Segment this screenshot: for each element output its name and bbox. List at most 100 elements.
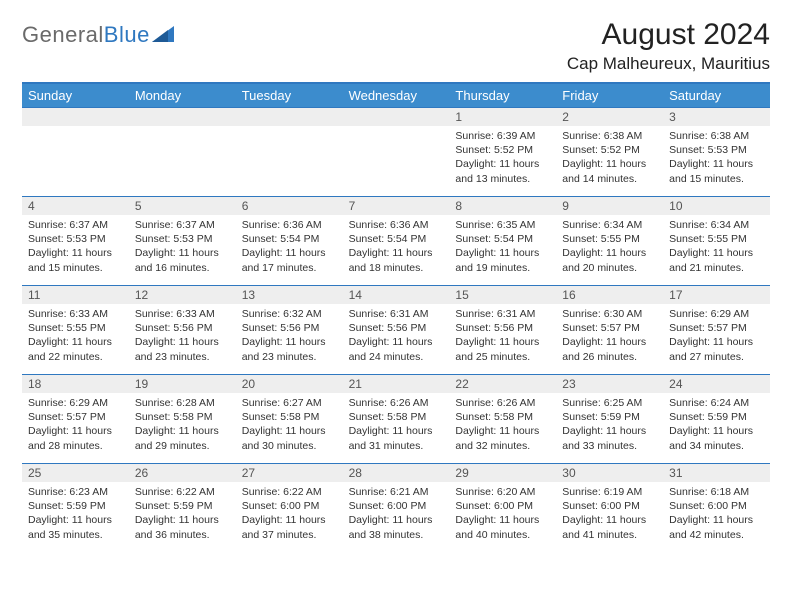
dow-friday: Friday	[556, 84, 663, 107]
sunset-line: Sunset: 5:59 PM	[562, 410, 657, 424]
sunrise-line: Sunrise: 6:19 AM	[562, 485, 657, 499]
sunset-line: Sunset: 5:58 PM	[242, 410, 337, 424]
daylight-line2: and 20 minutes.	[562, 261, 657, 275]
daylight-line2: and 22 minutes.	[28, 350, 123, 364]
daylight-line2: and 30 minutes.	[242, 439, 337, 453]
day-details: Sunrise: 6:22 AMSunset: 6:00 PMDaylight:…	[236, 482, 343, 546]
daylight-line2: and 23 minutes.	[242, 350, 337, 364]
daylight-line1: Daylight: 11 hours	[455, 424, 550, 438]
day-details	[343, 126, 450, 186]
daylight-line2: and 36 minutes.	[135, 528, 230, 542]
dow-tuesday: Tuesday	[236, 84, 343, 107]
day-number: 12	[129, 286, 236, 304]
sunset-line: Sunset: 5:52 PM	[455, 143, 550, 157]
daylight-line2: and 14 minutes.	[562, 172, 657, 186]
day-cell: 3Sunrise: 6:38 AMSunset: 5:53 PMDaylight…	[663, 108, 770, 196]
sunset-line: Sunset: 5:59 PM	[28, 499, 123, 513]
day-number: 5	[129, 197, 236, 215]
sunrise-line: Sunrise: 6:38 AM	[562, 129, 657, 143]
day-cell: 20Sunrise: 6:27 AMSunset: 5:58 PMDayligh…	[236, 375, 343, 463]
day-cell: 19Sunrise: 6:28 AMSunset: 5:58 PMDayligh…	[129, 375, 236, 463]
daylight-line1: Daylight: 11 hours	[349, 246, 444, 260]
day-details	[22, 126, 129, 186]
sunrise-line: Sunrise: 6:26 AM	[455, 396, 550, 410]
sunset-line: Sunset: 5:53 PM	[669, 143, 764, 157]
sunset-line: Sunset: 5:56 PM	[455, 321, 550, 335]
day-details: Sunrise: 6:26 AMSunset: 5:58 PMDaylight:…	[343, 393, 450, 457]
day-number: 22	[449, 375, 556, 393]
day-details: Sunrise: 6:26 AMSunset: 5:58 PMDaylight:…	[449, 393, 556, 457]
brand-part2: Blue	[104, 22, 150, 47]
day-number: 28	[343, 464, 450, 482]
day-cell: 6Sunrise: 6:36 AMSunset: 5:54 PMDaylight…	[236, 197, 343, 285]
day-cell: 18Sunrise: 6:29 AMSunset: 5:57 PMDayligh…	[22, 375, 129, 463]
daylight-line1: Daylight: 11 hours	[135, 335, 230, 349]
sunrise-line: Sunrise: 6:34 AM	[669, 218, 764, 232]
day-details: Sunrise: 6:34 AMSunset: 5:55 PMDaylight:…	[556, 215, 663, 279]
sunset-line: Sunset: 5:56 PM	[349, 321, 444, 335]
sunset-line: Sunset: 5:58 PM	[455, 410, 550, 424]
sunset-line: Sunset: 5:57 PM	[28, 410, 123, 424]
day-cell: 1Sunrise: 6:39 AMSunset: 5:52 PMDaylight…	[449, 108, 556, 196]
day-cell: 17Sunrise: 6:29 AMSunset: 5:57 PMDayligh…	[663, 286, 770, 374]
day-number: 7	[343, 197, 450, 215]
daylight-line1: Daylight: 11 hours	[562, 513, 657, 527]
day-cell: 9Sunrise: 6:34 AMSunset: 5:55 PMDaylight…	[556, 197, 663, 285]
daylight-line1: Daylight: 11 hours	[669, 157, 764, 171]
daylight-line1: Daylight: 11 hours	[669, 246, 764, 260]
title-block: August 2024 Cap Malheureux, Mauritius	[567, 18, 770, 74]
sunset-line: Sunset: 6:00 PM	[455, 499, 550, 513]
day-details: Sunrise: 6:24 AMSunset: 5:59 PMDaylight:…	[663, 393, 770, 457]
day-number	[129, 108, 236, 126]
sunset-line: Sunset: 6:00 PM	[669, 499, 764, 513]
day-details: Sunrise: 6:23 AMSunset: 5:59 PMDaylight:…	[22, 482, 129, 546]
daylight-line1: Daylight: 11 hours	[28, 246, 123, 260]
day-details: Sunrise: 6:29 AMSunset: 5:57 PMDaylight:…	[22, 393, 129, 457]
day-details: Sunrise: 6:33 AMSunset: 5:56 PMDaylight:…	[129, 304, 236, 368]
sunset-line: Sunset: 5:56 PM	[135, 321, 230, 335]
sunrise-line: Sunrise: 6:22 AM	[135, 485, 230, 499]
daylight-line2: and 13 minutes.	[455, 172, 550, 186]
daylight-line2: and 17 minutes.	[242, 261, 337, 275]
sunrise-line: Sunrise: 6:26 AM	[349, 396, 444, 410]
day-details: Sunrise: 6:31 AMSunset: 5:56 PMDaylight:…	[343, 304, 450, 368]
week-row: 11Sunrise: 6:33 AMSunset: 5:55 PMDayligh…	[22, 285, 770, 374]
day-details: Sunrise: 6:22 AMSunset: 5:59 PMDaylight:…	[129, 482, 236, 546]
sunrise-line: Sunrise: 6:31 AM	[349, 307, 444, 321]
day-cell: 2Sunrise: 6:38 AMSunset: 5:52 PMDaylight…	[556, 108, 663, 196]
daylight-line2: and 28 minutes.	[28, 439, 123, 453]
day-cell: 15Sunrise: 6:31 AMSunset: 5:56 PMDayligh…	[449, 286, 556, 374]
daylight-line2: and 23 minutes.	[135, 350, 230, 364]
day-details: Sunrise: 6:36 AMSunset: 5:54 PMDaylight:…	[343, 215, 450, 279]
day-cell: 5Sunrise: 6:37 AMSunset: 5:53 PMDaylight…	[129, 197, 236, 285]
day-details: Sunrise: 6:35 AMSunset: 5:54 PMDaylight:…	[449, 215, 556, 279]
day-cell: 7Sunrise: 6:36 AMSunset: 5:54 PMDaylight…	[343, 197, 450, 285]
sunset-line: Sunset: 6:00 PM	[562, 499, 657, 513]
daylight-line2: and 42 minutes.	[669, 528, 764, 542]
day-cell: 29Sunrise: 6:20 AMSunset: 6:00 PMDayligh…	[449, 464, 556, 552]
day-cell: 22Sunrise: 6:26 AMSunset: 5:58 PMDayligh…	[449, 375, 556, 463]
daylight-line1: Daylight: 11 hours	[455, 246, 550, 260]
daylight-line2: and 27 minutes.	[669, 350, 764, 364]
sunset-line: Sunset: 5:56 PM	[242, 321, 337, 335]
day-number	[22, 108, 129, 126]
sunrise-line: Sunrise: 6:36 AM	[242, 218, 337, 232]
sunrise-line: Sunrise: 6:20 AM	[455, 485, 550, 499]
daylight-line1: Daylight: 11 hours	[28, 513, 123, 527]
day-cell: 31Sunrise: 6:18 AMSunset: 6:00 PMDayligh…	[663, 464, 770, 552]
sunset-line: Sunset: 5:54 PM	[455, 232, 550, 246]
day-cell	[22, 108, 129, 196]
location-label: Cap Malheureux, Mauritius	[567, 54, 770, 74]
day-cell: 4Sunrise: 6:37 AMSunset: 5:53 PMDaylight…	[22, 197, 129, 285]
daylight-line2: and 16 minutes.	[135, 261, 230, 275]
day-cell: 14Sunrise: 6:31 AMSunset: 5:56 PMDayligh…	[343, 286, 450, 374]
day-cell: 10Sunrise: 6:34 AMSunset: 5:55 PMDayligh…	[663, 197, 770, 285]
sunrise-line: Sunrise: 6:32 AM	[242, 307, 337, 321]
daylight-line1: Daylight: 11 hours	[562, 246, 657, 260]
daylight-line1: Daylight: 11 hours	[455, 157, 550, 171]
daylight-line2: and 29 minutes.	[135, 439, 230, 453]
sunrise-line: Sunrise: 6:35 AM	[455, 218, 550, 232]
daylight-line1: Daylight: 11 hours	[242, 335, 337, 349]
day-details: Sunrise: 6:19 AMSunset: 6:00 PMDaylight:…	[556, 482, 663, 546]
sunrise-line: Sunrise: 6:33 AM	[135, 307, 230, 321]
